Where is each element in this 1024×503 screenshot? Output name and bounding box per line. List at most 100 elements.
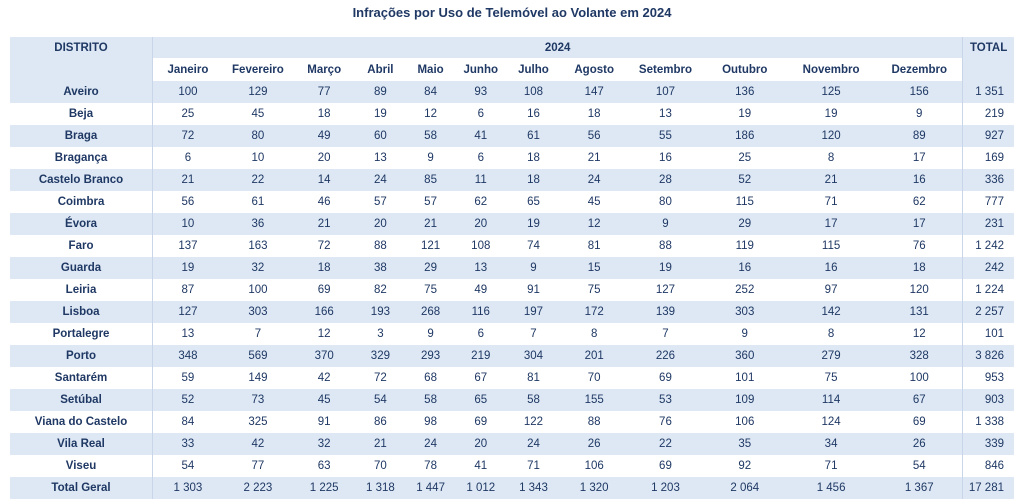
column-header-month: Agosto	[561, 58, 628, 81]
cell-month-value: 16	[785, 257, 877, 279]
cell-month-value: 70	[561, 367, 628, 389]
cell-month-value: 73	[222, 389, 294, 411]
column-header-month: Dezembro	[876, 58, 963, 81]
cell-month-value: 34	[785, 433, 877, 455]
cell-month-value: 21	[785, 169, 877, 191]
cell-row-total: 231	[962, 213, 1014, 235]
cell-month-value: 14	[293, 169, 356, 191]
cell-month-value: 41	[455, 125, 506, 147]
cell-row-total: 2 257	[962, 301, 1014, 323]
column-header-month: Janeiro	[152, 58, 223, 81]
cell-month-value: 6	[455, 323, 506, 345]
row-header-district: Faro	[10, 235, 153, 257]
cell-month-value: 75	[561, 279, 628, 301]
table-row: Bragança 6 10 20 13 9 6 18 21 16 25 8 17 169	[10, 147, 1014, 169]
cell-month-value: 17	[876, 213, 963, 235]
cell-month-value: 119	[703, 235, 786, 257]
cell-month-value: 29	[405, 257, 456, 279]
cell-month-value: 16	[703, 257, 786, 279]
cell-month-value: 89	[876, 125, 963, 147]
cell-month-value: 70	[355, 455, 406, 477]
column-header-month: Maio	[405, 58, 456, 81]
header-row-year: DISTRITO 2024 TOTAL	[10, 37, 1014, 81]
cell-month-value: 1 320	[561, 477, 628, 499]
cell-month-value: 137	[152, 235, 223, 257]
infractions-table: DISTRITO 2024 TOTAL Janeiro Fevereiro Març…	[10, 37, 1014, 499]
cell-month-value: 46	[293, 191, 356, 213]
table-row: Viseu 54 77 63 70 78 41 71 106 69 92 71 54 846	[10, 455, 1014, 477]
cell-month-value: 1 447	[405, 477, 456, 499]
cell-month-value: 8	[561, 323, 628, 345]
cell-month-value: 201	[561, 345, 628, 367]
cell-month-value: 100	[876, 367, 963, 389]
row-header-district: Guarda	[10, 257, 153, 279]
table-row: Coimbra 56 61 46 57 57 62 65 45 80 115 71 62 777	[10, 191, 1014, 213]
cell-month-value: 226	[627, 345, 704, 367]
cell-month-value: 71	[785, 191, 877, 213]
cell-month-value: 155	[561, 389, 628, 411]
cell-month-value: 41	[455, 455, 506, 477]
cell-month-value: 25	[152, 103, 223, 125]
cell-month-value: 370	[293, 345, 356, 367]
cell-month-value: 100	[152, 81, 223, 103]
cell-month-value: 42	[293, 367, 356, 389]
cell-month-value: 124	[785, 411, 877, 433]
cell-month-value: 156	[876, 81, 963, 103]
cell-month-value: 136	[703, 81, 786, 103]
cell-month-value: 19	[505, 213, 562, 235]
cell-month-value: 57	[405, 191, 456, 213]
cell-month-value: 12	[405, 103, 456, 125]
cell-month-value: 6	[455, 147, 506, 169]
cell-month-value: 139	[627, 301, 704, 323]
cell-month-value: 18	[505, 147, 562, 169]
cell-month-value: 17	[876, 147, 963, 169]
cell-month-value: 9	[405, 147, 456, 169]
cell-month-value: 197	[505, 301, 562, 323]
cell-month-value: 81	[505, 367, 562, 389]
cell-month-value: 93	[455, 81, 506, 103]
cell-month-value: 65	[455, 389, 506, 411]
cell-month-value: 57	[355, 191, 406, 213]
cell-month-value: 72	[293, 235, 356, 257]
row-header-district: Coimbra	[10, 191, 153, 213]
cell-month-value: 569	[222, 345, 294, 367]
cell-month-value: 69	[455, 411, 506, 433]
cell-month-value: 1 012	[455, 477, 506, 499]
cell-month-value: 279	[785, 345, 877, 367]
cell-month-value: 45	[222, 103, 294, 125]
cell-month-value: 10	[152, 213, 223, 235]
cell-month-value: 122	[505, 411, 562, 433]
cell-month-value: 24	[405, 433, 456, 455]
cell-month-value: 116	[455, 301, 506, 323]
cell-month-value: 67	[455, 367, 506, 389]
cell-month-value: 97	[785, 279, 877, 301]
cell-month-value: 1 203	[627, 477, 704, 499]
cell-month-value: 21	[355, 433, 406, 455]
cell-month-value: 20	[355, 213, 406, 235]
cell-month-value: 1 318	[355, 477, 406, 499]
cell-row-total: 219	[962, 103, 1014, 125]
cell-month-value: 13	[355, 147, 406, 169]
cell-month-value: 1 303	[152, 477, 223, 499]
cell-month-value: 9	[405, 323, 456, 345]
cell-month-value: 75	[785, 367, 877, 389]
cell-month-value: 13	[152, 323, 223, 345]
cell-month-value: 69	[876, 411, 963, 433]
header-row-months: Janeiro Fevereiro Março Abril Maio Junho Julho…	[10, 58, 1014, 81]
cell-month-value: 20	[293, 147, 356, 169]
cell-month-value: 62	[876, 191, 963, 213]
cell-month-value: 65	[505, 191, 562, 213]
table-row: Portalegre 13 7 12 3 9 6 7 8 7 9 8 12 101	[10, 323, 1014, 345]
cell-month-value: 3	[355, 323, 406, 345]
row-header-district: Bragança	[10, 147, 153, 169]
table-row: Guarda 19 32 18 38 29 13 9 15 19 16 16 18 242	[10, 257, 1014, 279]
cell-month-value: 69	[627, 367, 704, 389]
row-header-district: Vila Real	[10, 433, 153, 455]
cell-month-value: 360	[703, 345, 786, 367]
table-row: Setúbal 52 73 45 54 58 65 58 155 53 109 114 67 903	[10, 389, 1014, 411]
cell-month-value: 17	[785, 213, 877, 235]
column-header-distrito: DISTRITO	[10, 37, 153, 81]
cell-month-value: 18	[561, 103, 628, 125]
row-header-district: Viana do Castelo	[10, 411, 153, 433]
cell-month-value: 1 367	[876, 477, 963, 499]
